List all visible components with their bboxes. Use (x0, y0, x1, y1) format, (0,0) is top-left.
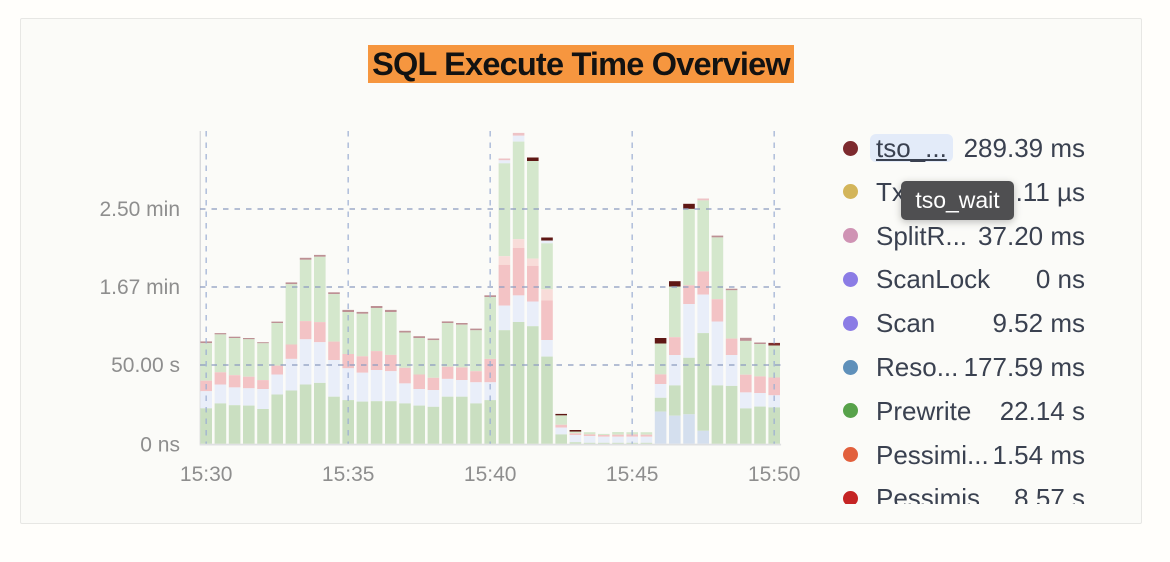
svg-text:15:30: 15:30 (180, 463, 233, 486)
svg-text:2.50 min: 2.50 min (99, 198, 180, 221)
svg-text:1.67 min: 1.67 min (99, 276, 180, 299)
svg-text:15:40: 15:40 (464, 463, 517, 486)
svg-text:15:35: 15:35 (322, 463, 375, 486)
svg-text:15:50: 15:50 (748, 463, 801, 486)
svg-text:15:45: 15:45 (606, 463, 659, 486)
svg-text:50.00 s: 50.00 s (111, 354, 180, 377)
svg-text:0 ns: 0 ns (140, 434, 180, 457)
